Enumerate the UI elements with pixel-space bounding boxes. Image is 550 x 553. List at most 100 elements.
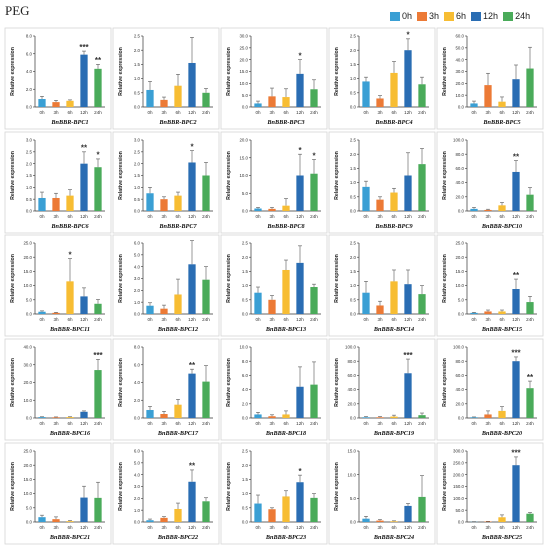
y-tick-label: 0.0: [242, 416, 249, 421]
chart-panel: Relative expression 0.0 5.0 10.0 15.0 20.0 25.…: [4, 234, 112, 337]
y-tick-label: 20.0: [347, 401, 356, 406]
bar-6h: [498, 410, 506, 418]
x-tick-label: 24h: [418, 421, 426, 426]
y-axis-label: Relative expression: [226, 358, 232, 407]
bar-24h: [418, 84, 426, 107]
y-tick-label: 0.0: [134, 520, 141, 525]
bar-6h: [174, 508, 182, 522]
y-tick-label: 8.0: [26, 34, 33, 39]
chart-panel: Relative expression 0.0 10.0 20.0 30.0 40.0 0h…: [4, 338, 112, 441]
x-tick-label: 3h: [377, 214, 383, 219]
significance-label: *: [298, 467, 302, 476]
chart-panel: Relative expression 0.0 0.5 1.0 1.5 2.0 2.5 3.0…: [112, 131, 220, 234]
y-axis-label: Relative expression: [10, 151, 16, 200]
y-tick-label: 2.0: [350, 48, 357, 53]
y-tick-label: 2.0: [242, 255, 249, 260]
x-tick-label: 12h: [80, 421, 88, 426]
y-tick-label: 0.0: [458, 209, 465, 214]
bar-6h: [498, 517, 506, 522]
bar-24h: [310, 173, 318, 211]
legend-label: 0h: [402, 11, 413, 21]
x-tick-label: 24h: [202, 317, 210, 322]
x-tick-label: 12h: [512, 110, 520, 115]
y-tick-label: 300.0: [453, 449, 465, 454]
panel-border: [328, 234, 436, 337]
y-tick-label: 200.0: [453, 472, 465, 477]
bar-24h: [94, 167, 102, 211]
y-tick-label: 15.0: [23, 269, 32, 274]
bar-0h: [362, 518, 370, 522]
bar-0h: [362, 186, 370, 211]
y-tick-label: 10.0: [455, 93, 464, 98]
y-axis-label: Relative expression: [334, 151, 340, 200]
y-tick-label: 4.0: [134, 264, 141, 269]
x-tick-label: 6h: [283, 317, 289, 322]
chart-panel: Relative expression 0.0 1.0 2.0 3.0 4.0 5.0 6.0…: [112, 234, 220, 337]
chart-title: BnBBR-BPC15: [481, 326, 522, 333]
y-tick-label: 40.0: [455, 180, 464, 185]
panel-border: [436, 338, 544, 441]
x-tick-label: 0h: [147, 214, 153, 219]
chart-panel: Relative expression 0.0 0.5 1.0 1.5 2.0 2.5 0h 3…: [220, 442, 328, 545]
y-tick-label: 2.0: [26, 161, 33, 166]
y-tick-label: 10.0: [23, 283, 32, 288]
significance-label: **: [513, 271, 520, 280]
x-tick-label: 12h: [188, 421, 196, 426]
bar-0h: [362, 417, 370, 418]
x-tick-label: 0h: [255, 525, 261, 530]
y-tick-label: 1.0: [350, 180, 357, 185]
bar-6h: [390, 281, 398, 314]
x-tick-label: 0h: [39, 110, 45, 115]
x-tick-label: 3h: [377, 525, 383, 530]
x-tick-label: 24h: [202, 110, 210, 115]
chart-panel: Relative expression 0.0 20.0 40.0 60.0 80.0 10…: [436, 131, 544, 234]
legend: 0h 3h 6h 12h 24h: [390, 9, 535, 23]
y-tick-label: 0.0: [350, 520, 357, 525]
y-tick-label: 0.0: [26, 209, 33, 214]
y-axis-label: Relative expression: [10, 47, 16, 96]
x-tick-label: 6h: [499, 317, 505, 322]
y-tick-label: 0.0: [242, 520, 249, 525]
x-tick-label: 3h: [161, 214, 167, 219]
y-tick-label: 0.0: [26, 416, 33, 421]
y-axis-label: Relative expression: [334, 358, 340, 407]
x-tick-label: 12h: [188, 110, 196, 115]
legend-item-24h: 24h: [503, 11, 530, 21]
y-tick-label: 0.5: [134, 90, 141, 95]
significance-label: *: [298, 146, 302, 155]
bar-3h: [484, 209, 492, 211]
legend-item-0h: 0h: [390, 11, 412, 21]
x-tick-label: 24h: [418, 317, 426, 322]
y-tick-label: 10.0: [455, 283, 464, 288]
chart-title: BnBBR-BPC5: [482, 119, 520, 126]
x-tick-label: 0h: [147, 421, 153, 426]
x-tick-label: 12h: [80, 214, 88, 219]
y-axis-label: Relative expression: [118, 462, 124, 511]
y-tick-label: 0.0: [242, 209, 249, 214]
x-tick-label: 6h: [499, 525, 505, 530]
x-tick-label: 12h: [296, 317, 304, 322]
y-tick-label: 25.0: [23, 241, 32, 246]
x-tick-label: 12h: [404, 317, 412, 322]
y-axis-label: Relative expression: [226, 462, 232, 511]
bar-24h: [526, 388, 534, 418]
chart-panel: Relative expression 0.0 5.0 10.0 15.0 0h 3h 6h 1…: [328, 442, 436, 545]
x-tick-label: 3h: [269, 110, 275, 115]
y-tick-label: 1.5: [26, 173, 33, 178]
y-axis-label: Relative expression: [442, 151, 448, 200]
x-tick-label: 0h: [471, 525, 477, 530]
y-tick-label: 2.0: [134, 288, 141, 293]
panel-border: [328, 27, 436, 130]
x-tick-label: 24h: [418, 214, 426, 219]
x-tick-label: 12h: [80, 110, 88, 115]
y-tick-label: 0.0: [134, 312, 141, 317]
significance-label: *: [96, 151, 100, 160]
bar-0h: [38, 517, 46, 522]
y-tick-label: 0.0: [350, 416, 357, 421]
x-tick-label: 0h: [255, 421, 261, 426]
bar-6h: [174, 195, 182, 211]
significance-label: *: [298, 51, 302, 60]
y-tick-label: 1.0: [242, 491, 249, 496]
y-tick-label: 1.0: [350, 283, 357, 288]
significance-label: ***: [511, 449, 521, 458]
